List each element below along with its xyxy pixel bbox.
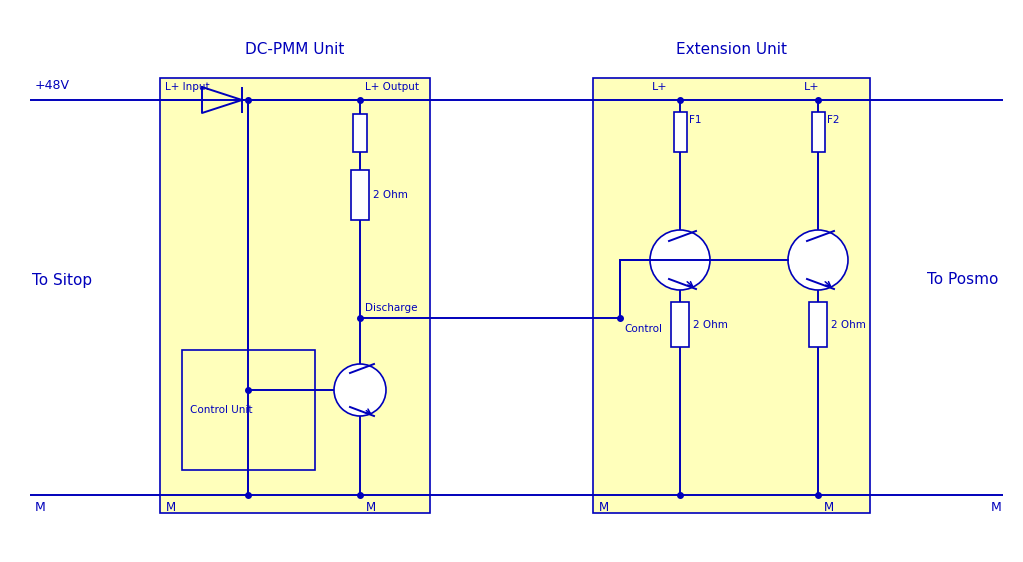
Text: Extension Unit: Extension Unit	[676, 43, 787, 57]
Circle shape	[333, 364, 386, 416]
Text: DC-PMM Unit: DC-PMM Unit	[246, 43, 345, 57]
Text: L+ Output: L+ Output	[365, 82, 419, 92]
Text: L+: L+	[652, 82, 668, 92]
Text: Control Unit: Control Unit	[190, 405, 253, 415]
Text: L+ Input: L+ Input	[165, 82, 210, 92]
Text: M: M	[35, 501, 46, 514]
Text: F2: F2	[828, 115, 840, 125]
Bar	[809, 302, 827, 347]
Text: To Sitop: To Sitop	[32, 273, 92, 288]
Bar	[353, 114, 367, 152]
Text: Control: Control	[624, 324, 662, 334]
Text: 2 Ohm: 2 Ohm	[693, 320, 728, 329]
Text: +48V: +48V	[35, 79, 70, 92]
Bar	[673, 112, 686, 152]
Text: L+: L+	[804, 82, 819, 92]
FancyBboxPatch shape	[160, 78, 430, 513]
Text: M: M	[166, 501, 176, 514]
Circle shape	[788, 230, 848, 290]
Text: M: M	[599, 501, 609, 514]
Text: 2 Ohm: 2 Ohm	[831, 320, 865, 329]
Circle shape	[650, 230, 710, 290]
Bar	[182, 350, 315, 470]
Text: 2 Ohm: 2 Ohm	[373, 190, 408, 200]
Bar	[811, 112, 825, 152]
FancyBboxPatch shape	[593, 78, 870, 513]
Text: M: M	[824, 501, 834, 514]
Text: M: M	[990, 501, 1000, 514]
Text: M: M	[366, 501, 376, 514]
Text: F1: F1	[690, 115, 702, 125]
Text: To Posmo: To Posmo	[927, 273, 998, 288]
Bar	[351, 170, 369, 220]
Text: Discharge: Discharge	[365, 303, 417, 313]
Bar	[671, 302, 690, 347]
